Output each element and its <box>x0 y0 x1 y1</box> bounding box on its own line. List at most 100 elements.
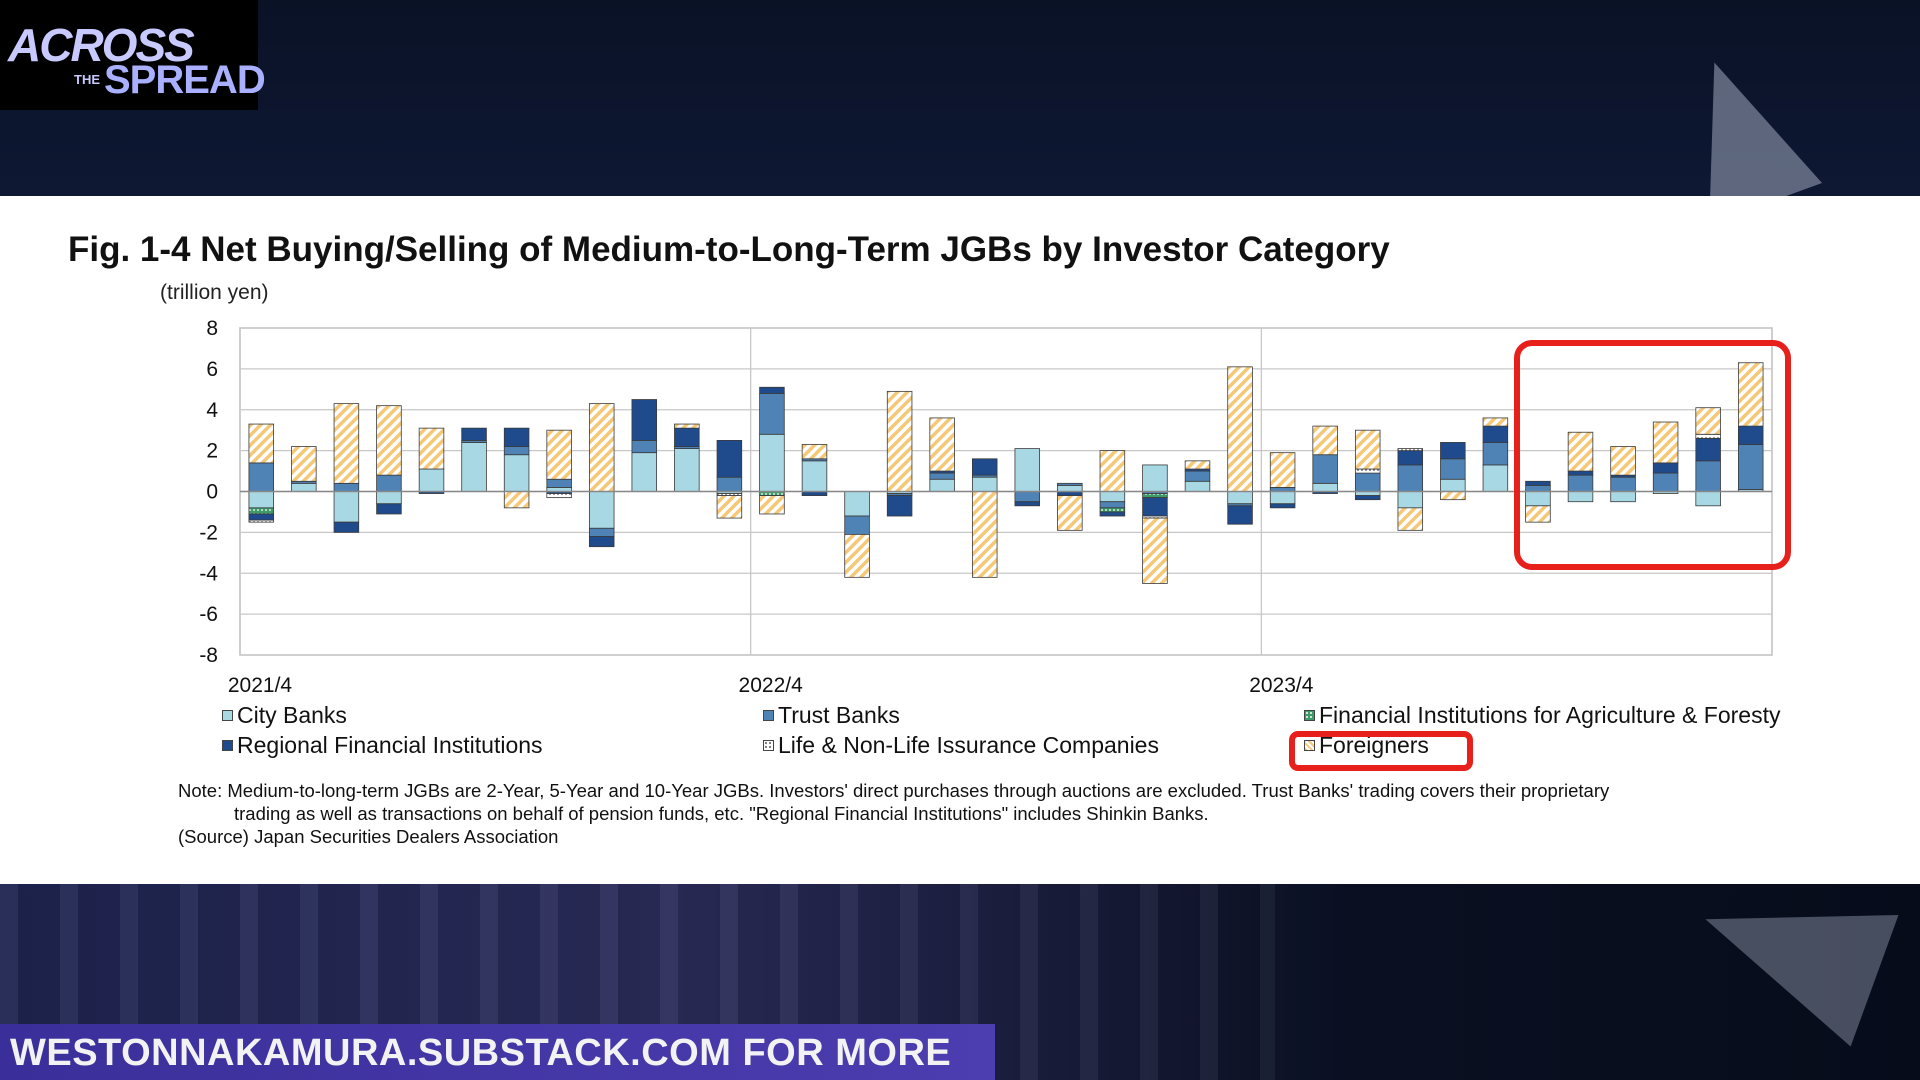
legend-swatch-city <box>222 710 233 721</box>
bar-segment-agri <box>248 507 275 515</box>
footer-banner: WESTONNAKAMURA.SUBSTACK.COM FOR MORE <box>0 1024 995 1080</box>
legend-label: City Banks <box>237 702 347 728</box>
y-tick-label: -2 <box>199 521 218 544</box>
bar-segment-city <box>844 491 870 517</box>
bar-segment-city <box>971 476 998 492</box>
bar-segment-city <box>1440 478 1466 492</box>
bar-segment-city <box>929 478 955 492</box>
y-tick-label: 6 <box>206 358 218 381</box>
bar-segment-trust <box>333 482 360 492</box>
bar-segment-regional <box>1525 480 1551 486</box>
bar-segment-city <box>291 482 317 492</box>
bar-segment-foreigners <box>1269 452 1296 488</box>
bar-segment-regional <box>886 495 913 517</box>
bar-segment-foreigners <box>759 495 785 515</box>
bar-segment-agri <box>1142 493 1168 499</box>
bar-segment-regional <box>1142 497 1168 517</box>
bar-segment-trust <box>759 392 785 435</box>
bar-segment-regional <box>333 521 360 533</box>
bar-segment-city <box>801 460 828 492</box>
bar-segment-foreigners <box>1312 425 1338 456</box>
bar-segment-foreigners <box>1695 407 1721 435</box>
bar-segment-foreigners <box>971 491 998 578</box>
legend-label: Trust Banks <box>778 702 900 728</box>
bar-segment-regional <box>674 427 700 447</box>
bar-segment-foreigners <box>1525 505 1551 523</box>
bar-segment-city <box>1227 491 1253 505</box>
logo-text-across: ACROSS <box>8 19 195 71</box>
bar-segment-city <box>333 491 360 523</box>
y-tick-label: 2 <box>206 440 218 463</box>
bar-segment-city <box>1312 482 1338 492</box>
bar-segment-trust <box>248 462 275 492</box>
legend-swatch-foreigners <box>1304 740 1315 751</box>
bar-segment-trust <box>631 440 658 454</box>
bar-segment-city <box>1057 484 1083 492</box>
bar-segment-trust <box>1057 482 1083 486</box>
bar-segment-foreigners <box>1184 460 1211 470</box>
footer-text: WESTONNAKAMURA.SUBSTACK.COM FOR MORE <box>10 1032 952 1074</box>
bar-segment-regional <box>1397 450 1424 466</box>
bar-segment-regional <box>1440 442 1466 460</box>
x-tick-label: 2023/4 <box>1249 674 1314 697</box>
bar-segment-regional <box>1014 501 1041 507</box>
figure-panel <box>0 196 1920 884</box>
legend-item-trust: Trust Banks <box>763 702 900 729</box>
bar-segment-trust <box>1440 458 1466 480</box>
note-line-1: Note: Medium-to-long-term JGBs are 2-Yea… <box>178 780 1610 801</box>
y-tick-label: -8 <box>199 644 218 667</box>
bar-segment-regional <box>461 427 487 441</box>
bar-segment-foreigners <box>886 390 913 492</box>
bar-segment-foreigners <box>1482 417 1509 427</box>
bar-segment-foreigners <box>1057 495 1083 531</box>
bar-segment-insurance <box>1354 468 1381 474</box>
legend-item-city: City Banks <box>222 702 347 729</box>
bar-segment-foreigners <box>844 534 870 578</box>
y-tick-label: 4 <box>206 399 218 422</box>
bar-segment-regional <box>1482 425 1509 443</box>
bar-segment-insurance <box>1397 448 1424 452</box>
bar-segment-foreigners <box>716 495 743 519</box>
bar-segment-foreigners <box>1397 507 1424 531</box>
bar-segment-agri <box>1099 507 1126 513</box>
bar-segment-regional <box>1099 511 1126 517</box>
bar-segment-foreigners <box>546 429 572 480</box>
logo: ACROSS THE SPREAD <box>0 0 266 110</box>
bar-segment-city <box>674 448 700 492</box>
bar-segment-foreigners <box>674 423 700 429</box>
bar-segment-foreigners <box>291 446 317 482</box>
figure-note: Note: Medium-to-long-term JGBs are 2-Yea… <box>178 779 1758 848</box>
logo-text-spread: SPREAD <box>104 58 266 102</box>
bar-segment-city <box>1142 464 1168 492</box>
bar-segment-foreigners <box>1567 431 1594 472</box>
bar-segment-foreigners <box>1440 491 1466 501</box>
bar-segment-city <box>503 454 530 492</box>
bar-segment-trust <box>1397 464 1424 492</box>
bar-segment-foreigners <box>1737 362 1764 427</box>
legend-label: Life & Non-Life Issurance Companies <box>778 732 1159 758</box>
highlight-box-recent-bars <box>1514 340 1791 570</box>
bar-segment-trust <box>1354 472 1381 492</box>
legend-swatch-insurance <box>763 740 774 751</box>
bar-segment-city <box>1184 480 1211 492</box>
bar-segment-city <box>1014 448 1041 492</box>
bar-segment-trust <box>376 474 402 492</box>
bar-segment-foreigners <box>333 403 360 484</box>
bar-segment-city <box>461 442 487 492</box>
bar-segment-trust <box>1482 442 1509 466</box>
bar-segment-regional <box>1227 505 1253 525</box>
y-tick-label: 0 <box>206 481 218 504</box>
bar-segment-city <box>248 491 275 509</box>
bar-segment-trust <box>1312 454 1338 484</box>
bar-segment-trust <box>1695 460 1721 492</box>
bar-segment-trust <box>546 478 572 488</box>
x-tick-label: 2021/4 <box>228 674 293 697</box>
legend-item-regional: Regional Financial Institutions <box>222 732 543 759</box>
bar-segment-foreigners <box>418 427 445 470</box>
bar-segment-trust <box>1737 444 1764 490</box>
bar-segment-foreigners <box>503 491 530 509</box>
bar-segment-foreigners <box>1652 421 1679 464</box>
bar-segment-foreigners <box>248 423 275 464</box>
bar-segment-city <box>759 433 785 492</box>
